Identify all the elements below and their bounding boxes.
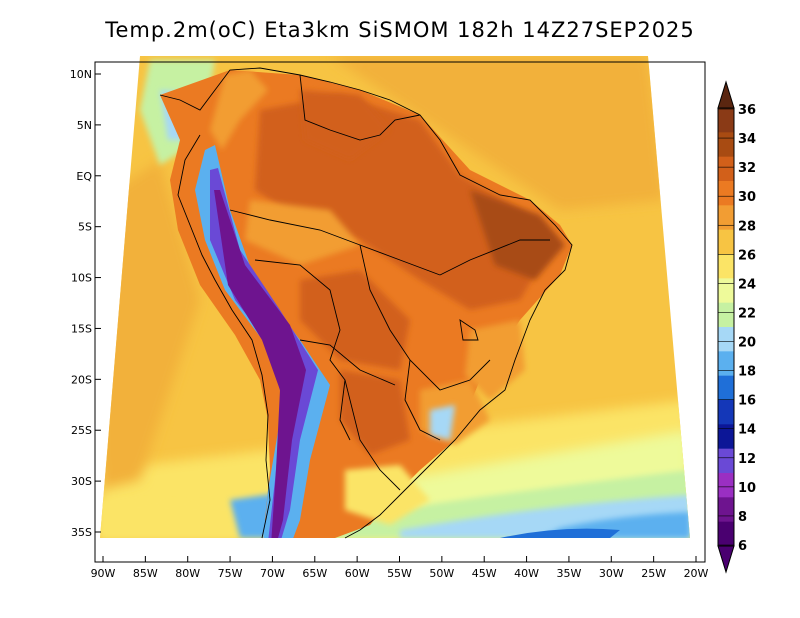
lat-tick-label: 35S bbox=[71, 526, 92, 539]
lat-tick-label: EQ bbox=[76, 170, 92, 183]
lon-tick-label: 80W bbox=[175, 567, 200, 580]
colorbar-swatch bbox=[718, 521, 734, 547]
colorbar-swatch bbox=[718, 302, 734, 328]
lon-tick-label: 65W bbox=[302, 567, 327, 580]
lon-tick-label: 40W bbox=[514, 567, 539, 580]
colorbar-label: 18 bbox=[738, 365, 756, 380]
lon-tick-label: 60W bbox=[345, 567, 370, 580]
colorbar-arrow-bottom bbox=[717, 545, 735, 574]
temperature-field bbox=[100, 56, 690, 538]
colorbar-label: 10 bbox=[738, 481, 756, 496]
colorbar-label: 34 bbox=[738, 132, 756, 147]
lon-tick-label: 45W bbox=[472, 567, 497, 580]
lat-tick-label: 10N bbox=[70, 68, 92, 81]
colorbar-label: 28 bbox=[738, 219, 756, 234]
colorbar-swatch bbox=[718, 424, 734, 450]
lat-tick-label: 5S bbox=[78, 221, 92, 234]
colorbar-label: 32 bbox=[738, 161, 756, 176]
colorbar-swatch bbox=[718, 181, 734, 206]
colorbar-swatch bbox=[718, 400, 734, 425]
colorbar-swatch bbox=[718, 108, 734, 133]
colorbar-swatch bbox=[718, 156, 734, 182]
lon-tick-label: 70W bbox=[260, 567, 285, 580]
colorbar-label: 22 bbox=[738, 306, 756, 321]
boundaries bbox=[159, 67, 573, 539]
lon-tick-label: 30W bbox=[599, 567, 624, 580]
colorbar-swatch bbox=[718, 254, 734, 279]
colorbar-label: 30 bbox=[738, 190, 756, 205]
colorbar-label: 16 bbox=[738, 394, 756, 409]
colorbar-swatch bbox=[718, 351, 734, 377]
colorbar-swatch bbox=[718, 375, 734, 401]
map-title: Temp.2m(oC) Eta3km SiSMOM 182h 14Z27SEP2… bbox=[105, 18, 695, 42]
lon-tick-label: 85W bbox=[133, 567, 158, 580]
latitude-axis: 10N 5N EQ 5S 10S 15S 20S 25S 30S 35S bbox=[70, 68, 101, 539]
lat-tick-label: 30S bbox=[71, 475, 92, 488]
colorbar-label: 14 bbox=[738, 423, 756, 438]
colorbar-label: 6 bbox=[738, 539, 747, 554]
lon-tick-label: 25W bbox=[641, 567, 666, 580]
lon-tick-label: 20W bbox=[684, 567, 709, 580]
colorbar-legend: 36 34 32 30 28 26 24 22 20 18 16 14 12 10 8 6 bbox=[717, 80, 756, 574]
lat-tick-label: 10S bbox=[71, 272, 92, 285]
lon-tick-label: 90W bbox=[91, 567, 116, 580]
lon-tick-label: 50W bbox=[429, 567, 454, 580]
lat-tick-label: 5N bbox=[77, 119, 92, 132]
colorbar-frame bbox=[717, 107, 735, 547]
colorbar-swatch bbox=[718, 132, 734, 158]
colorbar-arrow-top bbox=[717, 80, 735, 109]
colorbar-label: 26 bbox=[738, 248, 756, 263]
lon-tick-label: 55W bbox=[387, 567, 412, 580]
colorbar-swatch bbox=[718, 448, 734, 474]
colorbar-swatch bbox=[718, 205, 734, 231]
colorbar-swatch bbox=[718, 229, 734, 255]
lat-tick-label: 15S bbox=[71, 322, 92, 335]
lat-tick-label: 25S bbox=[71, 424, 92, 437]
colorbar-label: 36 bbox=[738, 103, 756, 118]
colorbar-swatch bbox=[718, 473, 734, 498]
lat-tick-label: 20S bbox=[71, 373, 92, 386]
colorbar-label: 8 bbox=[738, 510, 747, 525]
colorbar-label: 24 bbox=[738, 277, 756, 292]
colorbar-swatch bbox=[718, 327, 734, 352]
colorbar-label: 12 bbox=[738, 452, 756, 467]
colorbar-label: 20 bbox=[738, 336, 756, 351]
longitude-axis: 90W 85W 80W 75W 70W 65W 60W 55W 50W 45W 40W 35W 30W 2… bbox=[91, 556, 709, 580]
lon-tick-label: 75W bbox=[218, 567, 243, 580]
colorbar-swatch bbox=[718, 278, 734, 304]
colorbar-swatch bbox=[718, 497, 734, 523]
lon-tick-label: 35W bbox=[556, 567, 581, 580]
